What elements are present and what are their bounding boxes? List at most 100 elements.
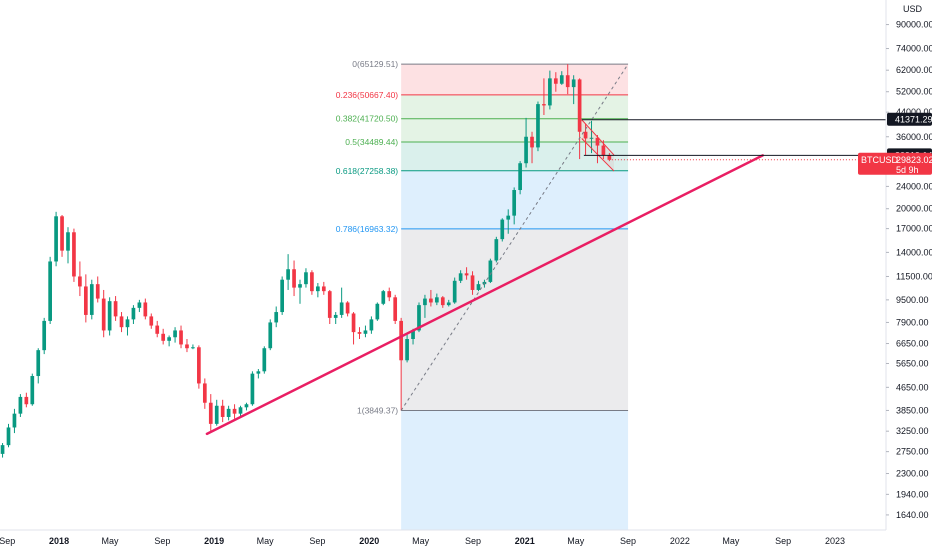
candle-body [274,312,279,323]
candle-body [440,297,445,306]
candle-body [333,314,338,318]
candle-body [0,445,5,454]
time-tick-label: Sep [0,536,15,546]
candle-body [298,284,302,288]
candle-body [363,330,368,334]
time-tick-label: May [722,536,740,546]
candle-body [286,269,290,280]
candle-body [565,75,570,88]
time-axis[interactable]: Sep 2018 May Sep 2019 May Sep 2020 May Sep 2021 May… [0,529,932,550]
candle-body [357,332,362,334]
candle-body [595,137,600,146]
time-tick-label: May [102,536,120,546]
price-tick-label: 62000.00 [896,65,932,75]
candle-body [191,347,195,349]
candle-body [470,275,475,290]
fib-zone-extension [401,410,629,530]
price-tick-label: 52000.00 [896,87,932,97]
candle-body [321,286,326,292]
support-trendline[interactable] [205,154,765,436]
candle-body [429,298,433,303]
price-tick-label: 1640.00 [896,510,929,520]
candle-body [488,260,493,282]
candle-body [434,297,439,303]
candle-body [60,216,64,251]
price-axis[interactable]: USD 1640.00 1940.00 2300.00 2750.00 3250.00 38… [858,0,932,550]
price-tick-label: 36000.00 [896,132,932,142]
candle-body [149,316,154,326]
price-tick-label: 1940.00 [896,489,929,499]
candle-body [30,376,35,405]
candle-body [101,298,106,331]
candle-body [214,405,219,424]
fib-level-label: 0.382(41720.50) [336,114,399,124]
candle-body [506,215,511,220]
last-price-symbol: BTCUSD [861,155,899,165]
fib-zone [401,94,629,119]
candle-body [577,79,582,132]
candle-body [399,320,403,361]
candle-body [310,272,314,292]
candle-body [446,302,451,306]
candle-body [369,319,374,331]
last-price-tag [858,152,932,175]
candle-body [197,347,201,384]
candle-body [36,350,41,377]
candle-body [571,79,576,88]
candle-body [512,190,517,216]
candle-body [268,322,273,349]
candle-body [161,333,166,341]
price-tick-label: 3850.00 [896,405,929,415]
drawings[interactable] [205,63,886,436]
candle-body [66,232,70,251]
candle-body [18,396,23,414]
candle-body [417,305,421,331]
time-tick-label: Sep [154,536,170,546]
price-tick-label: 20000.00 [896,204,932,214]
price-tick-label: 9500.00 [896,295,929,305]
candle-body [238,407,243,414]
candle-body [262,348,267,372]
candle-body [583,131,588,139]
candle-body [12,413,17,428]
candle-body [167,337,171,341]
candle-body [589,137,594,139]
candle-body [250,373,255,405]
candle-body [208,402,213,424]
fib-zone [401,228,629,411]
candle-body [452,280,457,303]
candle-body [518,163,522,191]
time-tick-label: May [567,536,585,546]
candle-body [494,239,499,261]
candle-body [202,383,207,403]
candle-body [500,219,505,240]
candle-body [256,371,261,374]
channel-upper-line[interactable] [581,119,615,156]
candle-body [381,291,386,304]
candle-body [155,325,160,334]
candle-body [42,320,47,351]
candle-body [232,408,237,414]
currency-label: USD [903,4,923,14]
time-tick-label: 2020 [359,536,379,546]
candle-body [143,302,148,317]
fib-level-label: 0.5(34489.44) [345,137,398,147]
last-price-value: 29823.02 [896,155,932,165]
price-tick-label: 5650.00 [896,358,929,368]
candle-body [553,78,558,84]
time-tick-label: 2023 [825,536,845,546]
candle-body [316,286,320,292]
candle-body [411,330,415,340]
candle-body [131,307,136,320]
time-tick-label: 2019 [204,536,224,546]
fib-level-label: 1(3849.37) [357,405,398,415]
candle-body [423,298,427,306]
fib-zone [401,118,629,143]
candle-body [405,339,409,361]
time-tick-label: May [257,536,275,546]
time-tick-label: 2022 [670,536,690,546]
channel-lower-line[interactable] [581,138,615,172]
fib-zone [401,64,629,95]
candle-body [351,313,356,333]
